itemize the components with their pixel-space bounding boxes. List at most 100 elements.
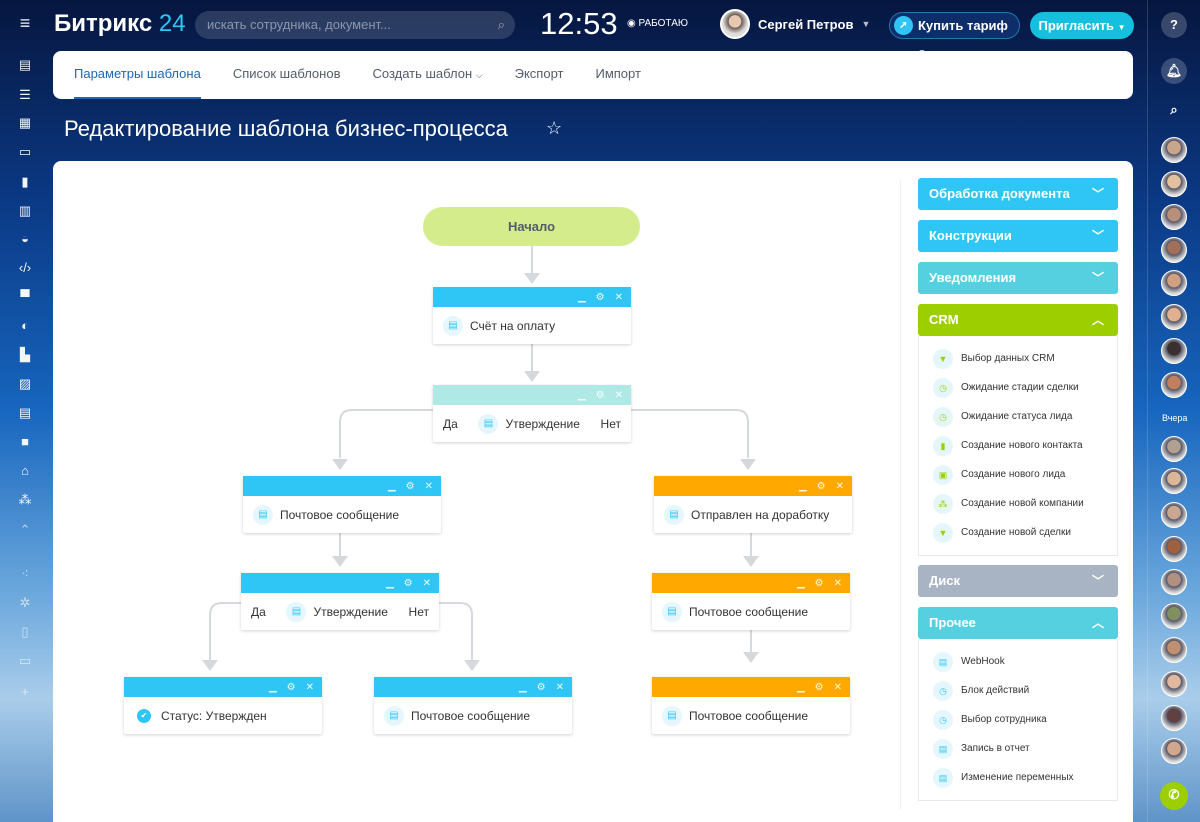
nav-icon[interactable]: ⁂ [18, 492, 32, 507]
tab-2[interactable]: Создать шаблон ⌵ [372, 66, 483, 81]
tab-4[interactable]: Импорт [595, 66, 641, 81]
palette-item[interactable]: ◷ Ожидание статуса лида [919, 402, 1117, 431]
close-icon[interactable]: ✕ [422, 577, 431, 589]
palette-item[interactable]: ⁂ Создание новой компании [919, 489, 1117, 518]
avatar[interactable] [1161, 569, 1187, 595]
tab-1[interactable]: Список шаблонов [232, 66, 341, 81]
palette-item[interactable]: ▮ Создание нового контакта [919, 431, 1117, 460]
nav-icon[interactable]: ▯ [21, 624, 29, 639]
avatar[interactable] [1161, 372, 1187, 398]
avatar[interactable] [1161, 270, 1187, 296]
activity-block[interactable]: ▁ ⚙ ✕ ✔ Статус: Утвержден [124, 677, 322, 734]
nav-icon[interactable]: ◒ [21, 231, 29, 246]
nav-icon[interactable]: ▤ [18, 57, 32, 72]
palette-section-header[interactable]: CRM ︿ [918, 304, 1118, 336]
avatar[interactable] [1161, 637, 1187, 663]
nav-icon[interactable]: ‹/› [18, 260, 32, 275]
nav-icon[interactable]: ⌂ [21, 463, 29, 478]
avatar[interactable] [1161, 304, 1187, 330]
avatar[interactable] [1161, 502, 1187, 528]
nav-icon[interactable]: ◐ [21, 318, 29, 333]
nav-icon[interactable]: + [21, 684, 29, 699]
nav-icon[interactable]: ▭ [18, 144, 32, 159]
nav-icon[interactable]: ☰ [19, 87, 31, 102]
work-status-button[interactable]: ◉ РАБОТАЮ [627, 18, 688, 29]
minimize-icon[interactable]: ▁ [577, 291, 586, 303]
logo[interactable]: Битрикс 24 [54, 10, 186, 37]
user-menu[interactable]: Сергей Петров ▼ [720, 9, 870, 39]
close-icon[interactable]: ✕ [424, 480, 433, 492]
palette-section-header[interactable]: Уведомления ﹀ [918, 262, 1118, 294]
avatar[interactable] [1161, 536, 1187, 562]
nav-icon[interactable]: ▨ [18, 376, 32, 391]
avatar[interactable] [1161, 705, 1187, 731]
phone-icon[interactable]: ✆ [1160, 782, 1188, 810]
close-icon[interactable]: ✕ [555, 681, 564, 693]
palette-item[interactable]: ◷ Блок действий [919, 676, 1117, 705]
activity-block[interactable]: ▁ ⚙ ✕ Да ▤ Утверждение Нет [241, 573, 439, 630]
minimize-icon[interactable]: ▁ [796, 681, 805, 693]
avatar[interactable] [1161, 738, 1187, 764]
avatar[interactable] [1161, 436, 1187, 462]
help-icon[interactable]: ? [1161, 12, 1187, 38]
tab-0[interactable]: Параметры шаблона [74, 51, 201, 99]
activity-block[interactable]: ▁ ⚙ ✕ ▤ Счёт на оплату [433, 287, 631, 344]
avatar[interactable] [1161, 338, 1187, 364]
palette-item[interactable]: ▤ Изменение переменных [919, 763, 1117, 792]
gear-icon[interactable]: ⚙ [405, 480, 415, 492]
nav-icon[interactable]: ■ [21, 434, 29, 449]
palette-section-header[interactable]: Прочее ︿ [918, 607, 1118, 639]
palette-section-header[interactable]: Диск ﹀ [918, 565, 1118, 597]
activity-block[interactable]: ▁ ⚙ ✕ ▤ Почтовое сообщение [652, 677, 850, 734]
minimize-icon[interactable]: ▁ [577, 389, 586, 401]
nav-icon[interactable]: ▀ [20, 289, 30, 304]
nav-icon[interactable]: ▤ [18, 405, 32, 420]
buy-tariff-button[interactable]: ➚Купить тариф ▼ [889, 12, 1020, 57]
nav-icon[interactable]: ▭ [18, 653, 32, 668]
palette-item[interactable]: ▤ WebHook [919, 647, 1117, 676]
gear-icon[interactable]: ⚙ [536, 681, 546, 693]
close-icon[interactable]: ✕ [833, 681, 842, 693]
tab-3[interactable]: Экспорт [514, 66, 564, 81]
gear-icon[interactable]: ⚙ [403, 577, 413, 589]
palette-item[interactable]: ▣ Создание нового лида [919, 460, 1117, 489]
minimize-icon[interactable]: ▁ [385, 577, 394, 589]
gear-icon[interactable]: ⚙ [814, 681, 824, 693]
star-icon[interactable]: ☆ [546, 118, 563, 138]
minimize-icon[interactable]: ▁ [268, 681, 277, 693]
activity-block[interactable]: ▁ ⚙ ✕ Да ▤ Утверждение Нет [433, 385, 631, 442]
activity-block[interactable]: ▁ ⚙ ✕ ▤ Почтовое сообщение [374, 677, 572, 734]
bell-icon[interactable]: 🔔︎ [1161, 58, 1187, 84]
close-icon[interactable]: ✕ [614, 291, 623, 303]
avatar[interactable] [1161, 603, 1187, 629]
nav-icon[interactable]: ▥ [18, 203, 32, 218]
avatar[interactable] [1161, 468, 1187, 494]
nav-icon[interactable]: ▦ [18, 115, 32, 130]
avatar[interactable] [1161, 137, 1187, 163]
gear-icon[interactable]: ⚙ [814, 577, 824, 589]
close-icon[interactable]: ✕ [833, 577, 842, 589]
nav-icon[interactable]: ⁖ [21, 566, 29, 581]
search-input[interactable]: искать сотрудника, документ... ⌕ [195, 11, 515, 39]
avatar[interactable] [1161, 237, 1187, 263]
start-node[interactable]: Начало [423, 207, 640, 246]
minimize-icon[interactable]: ▁ [798, 480, 807, 492]
activity-block[interactable]: ▁ ⚙ ✕ ▤ Почтовое сообщение [652, 573, 850, 630]
palette-item[interactable]: ◷ Ожидание стадии сделки [919, 373, 1117, 402]
nav-icon[interactable]: ▙ [20, 347, 30, 362]
avatar[interactable] [1161, 671, 1187, 697]
palette-item[interactable]: ▼ Создание новой сделки [919, 518, 1117, 547]
minimize-icon[interactable]: ▁ [518, 681, 527, 693]
palette-section-header[interactable]: Конструкции ﹀ [918, 220, 1118, 252]
gear-icon[interactable]: ⚙ [816, 480, 826, 492]
avatar[interactable] [1161, 171, 1187, 197]
invite-button[interactable]: Пригласить ▼ [1030, 12, 1134, 39]
avatar[interactable] [1161, 204, 1187, 230]
gear-icon[interactable]: ⚙ [595, 389, 605, 401]
minimize-icon[interactable]: ▁ [796, 577, 805, 589]
nav-icon[interactable]: ✲ [19, 595, 31, 610]
gear-icon[interactable]: ⚙ [595, 291, 605, 303]
nav-icon[interactable]: ⌃ [19, 522, 31, 537]
close-icon[interactable]: ✕ [305, 681, 314, 693]
close-icon[interactable]: ✕ [835, 480, 844, 492]
